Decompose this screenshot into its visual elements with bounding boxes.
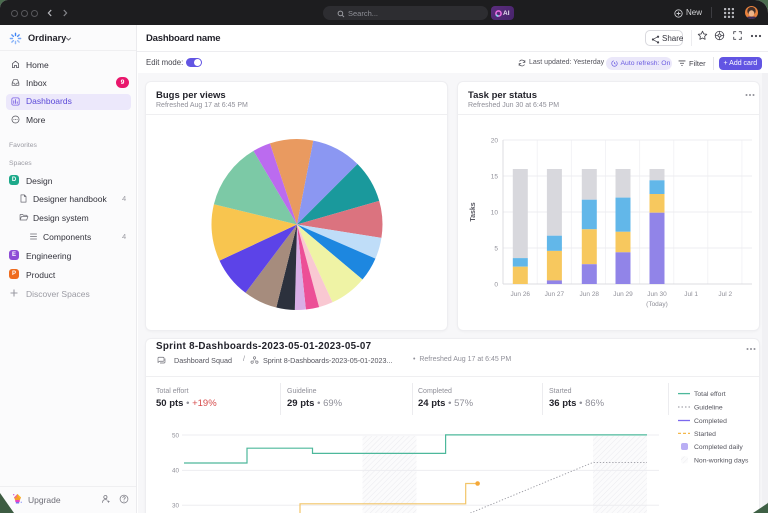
svg-text:50: 50 — [172, 432, 180, 439]
svg-text:Jun 28: Jun 28 — [580, 291, 600, 298]
svg-text:Non-working days: Non-working days — [694, 458, 749, 465]
svg-text:Jun 29: Jun 29 — [613, 291, 633, 298]
svg-text:10: 10 — [491, 210, 499, 217]
svg-text:15: 15 — [491, 174, 499, 181]
svg-text:30: 30 — [172, 503, 180, 510]
svg-text:0: 0 — [494, 282, 498, 289]
svg-text:Jun 27: Jun 27 — [545, 291, 565, 298]
svg-text:Tasks: Tasks — [470, 202, 477, 221]
svg-text:Completed daily: Completed daily — [694, 444, 743, 451]
svg-text:5: 5 — [494, 246, 498, 253]
svg-text:Jun 30: Jun 30 — [647, 291, 667, 298]
svg-text:Jul 1: Jul 1 — [684, 291, 698, 298]
svg-text:Total effort: Total effort — [694, 391, 726, 398]
svg-text:Guideline: Guideline — [694, 404, 723, 411]
svg-text:20: 20 — [491, 138, 499, 145]
svg-text:Jun 26: Jun 26 — [511, 291, 531, 298]
svg-text:40: 40 — [172, 468, 180, 475]
svg-text:Completed: Completed — [694, 418, 727, 425]
svg-text:Jul 2: Jul 2 — [718, 291, 732, 298]
svg-text:Started: Started — [694, 431, 716, 438]
svg-text:(Today): (Today) — [646, 301, 668, 308]
